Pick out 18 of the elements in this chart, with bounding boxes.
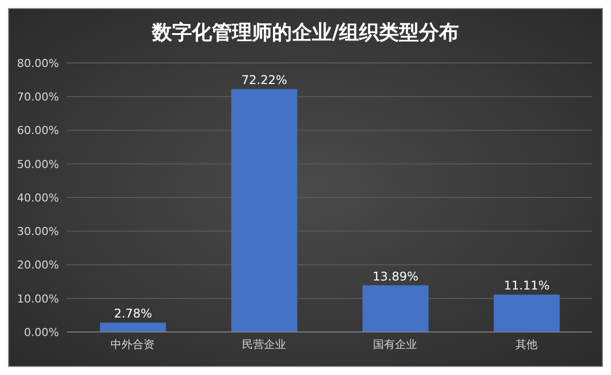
data-label: 11.11%	[504, 278, 550, 293]
y-tick-label: 30.00%	[17, 225, 59, 238]
y-tick-label: 50.00%	[17, 158, 59, 171]
y-tick-label: 0.00%	[24, 326, 59, 339]
x-tick-label: 国有企业	[373, 338, 418, 351]
data-label: 2.78%	[114, 306, 152, 321]
y-tick-label: 60.00%	[17, 124, 59, 138]
x-tick-label: 其他	[515, 338, 538, 351]
chart-title: 数字化管理师的企业/组织类型分布	[150, 19, 460, 46]
y-tick-label: 10.00%	[17, 292, 59, 306]
y-tick-label: 40.00%	[17, 191, 59, 204]
y-tick-label: 80.00%	[17, 56, 59, 70]
x-tick-label: 民营企业	[242, 338, 286, 351]
y-tick-label: 70.00%	[17, 90, 59, 104]
data-label: 72.22%	[241, 73, 288, 88]
data-label: 13.89%	[372, 269, 418, 284]
y-tick-label: 20.00%	[17, 258, 59, 272]
x-tick-label: 中外合资	[110, 338, 155, 351]
